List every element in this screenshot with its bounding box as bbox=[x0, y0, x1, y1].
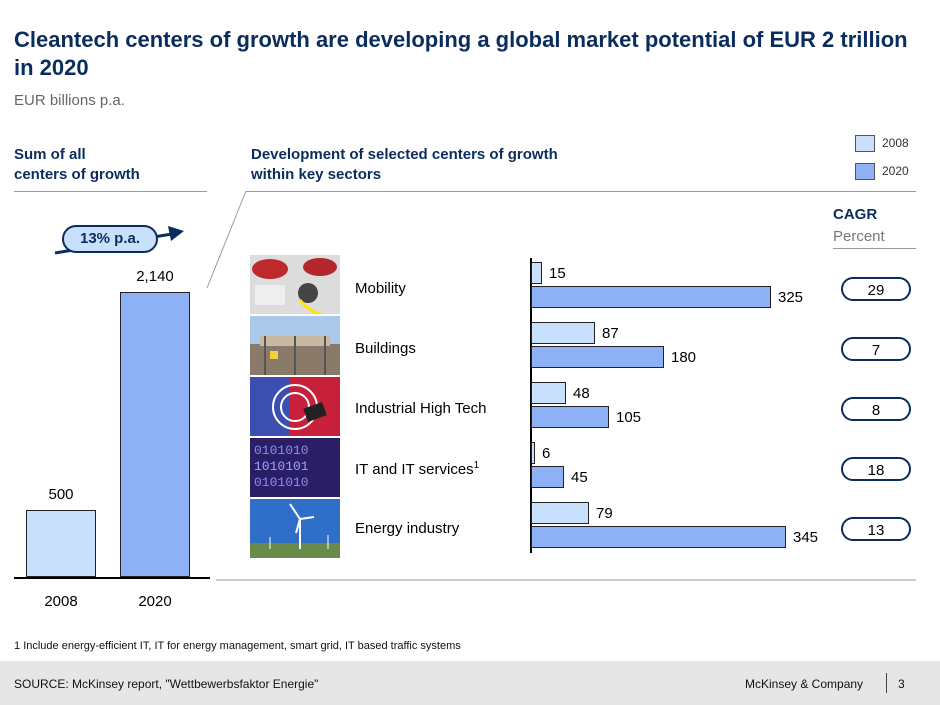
sector-label-2: Industrial High Tech bbox=[355, 400, 487, 417]
legend-label-2008: 2008 bbox=[882, 136, 909, 150]
right-heading-line2: within key sectors bbox=[251, 166, 382, 183]
footnote: 1 Include energy-efficient IT, IT for en… bbox=[14, 640, 461, 652]
footer-divider bbox=[886, 673, 887, 693]
right-heading-rule bbox=[246, 191, 916, 192]
sector-bar-2008 bbox=[531, 322, 595, 344]
sector-bar-2008 bbox=[531, 262, 542, 284]
right-heading-line1: Development of selected centers of growt… bbox=[251, 146, 558, 163]
sector-label-3: IT and IT services1 bbox=[355, 460, 480, 478]
industrial-high-tech-image-icon bbox=[250, 377, 340, 436]
footer-page-number: 3 bbox=[898, 677, 905, 691]
sector-value-label: 180 bbox=[671, 349, 697, 366]
sector-value-label: 15 bbox=[549, 265, 566, 282]
legend-label-2020: 2020 bbox=[882, 164, 909, 178]
connector-line bbox=[206, 190, 247, 289]
sector-bar-2020 bbox=[531, 286, 771, 308]
right-panel-heading: Development of selected centers of growt… bbox=[251, 145, 558, 185]
sector-chart: Mobility 15 325 29 Buildings 87 180 7 Industrial… bbox=[355, 258, 911, 553]
cagr-badge: 29 bbox=[841, 277, 911, 301]
sector-value-label: 6 bbox=[542, 445, 551, 462]
left-heading-line2: centers of growth bbox=[14, 166, 140, 183]
it-services-image-icon: 0101010 1010101 0101010 bbox=[250, 438, 340, 497]
legend-swatch-2020 bbox=[855, 163, 875, 180]
total-bar-2020 bbox=[120, 292, 190, 577]
sector-label-1: Buildings bbox=[355, 340, 416, 357]
total-chart: 500 2008 2,140 2020 bbox=[14, 260, 214, 610]
sector-bar-2020 bbox=[531, 406, 609, 428]
cagr-badge: 13 bbox=[841, 517, 911, 541]
total-bar-2008 bbox=[26, 510, 96, 577]
cagr-badge: 8 bbox=[841, 397, 911, 421]
buildings-image-icon bbox=[250, 316, 340, 375]
footnote-marker: 1 bbox=[14, 640, 21, 652]
sector-bar-2020 bbox=[531, 346, 664, 368]
mobility-image-icon bbox=[250, 255, 340, 314]
svg-text:1010101: 1010101 bbox=[254, 459, 309, 474]
sector-value-label: 105 bbox=[616, 409, 642, 426]
sector-bar-2020 bbox=[531, 466, 564, 488]
sector-label-4: Energy industry bbox=[355, 520, 460, 537]
page-subtitle: EUR billions p.a. bbox=[14, 92, 125, 109]
cagr-subtitle: Percent bbox=[833, 228, 885, 245]
sector-value-label: 325 bbox=[778, 289, 804, 306]
total-chart-baseline bbox=[14, 577, 210, 579]
footer-company: McKinsey & Company bbox=[745, 677, 864, 691]
sector-value-label: 87 bbox=[602, 325, 619, 342]
sector-bar-2008 bbox=[531, 382, 566, 404]
sector-label-0: Mobility bbox=[355, 280, 406, 297]
total-year-label: 2008 bbox=[44, 593, 78, 610]
legend-swatch-2008 bbox=[855, 135, 875, 152]
left-panel-heading: Sum of all centers of growth bbox=[14, 145, 140, 185]
cagr-heading-rule bbox=[833, 248, 916, 249]
growth-rate-badge: 13% p.a. bbox=[62, 225, 158, 253]
footer-bar: SOURCE: McKinsey report, "Wettbewerbsfak… bbox=[0, 661, 940, 705]
growth-arrow-head bbox=[168, 226, 184, 241]
svg-text:0101010: 0101010 bbox=[254, 475, 309, 490]
left-heading-rule bbox=[14, 191, 207, 192]
total-year-label: 2020 bbox=[138, 593, 172, 610]
cagr-badge: 18 bbox=[841, 457, 911, 481]
sector-bar-2008 bbox=[531, 502, 589, 524]
cagr-badge: 7 bbox=[841, 337, 911, 361]
sector-chart-axis bbox=[530, 258, 532, 553]
sector-bar-2008 bbox=[531, 442, 535, 464]
footnote-text: Include energy-efficient IT, IT for ener… bbox=[23, 640, 461, 652]
sector-value-label: 45 bbox=[571, 469, 588, 486]
sector-value-label: 48 bbox=[573, 385, 590, 402]
sector-bar-2020 bbox=[531, 526, 786, 548]
total-value-label: 500 bbox=[48, 486, 74, 503]
sector-value-label: 79 bbox=[596, 505, 613, 522]
sector-value-label: 345 bbox=[793, 529, 819, 546]
energy-industry-image-icon bbox=[250, 499, 340, 558]
page-title: Cleantech centers of growth are developi… bbox=[14, 27, 908, 80]
footer-source: SOURCE: McKinsey report, "Wettbewerbsfak… bbox=[14, 677, 319, 691]
left-heading-line1: Sum of all bbox=[14, 146, 86, 163]
total-value-label: 2,140 bbox=[136, 268, 174, 285]
svg-text:0101010: 0101010 bbox=[254, 443, 309, 458]
cagr-title: CAGR bbox=[833, 206, 878, 223]
sector-footnote-marker: 1 bbox=[473, 460, 480, 471]
